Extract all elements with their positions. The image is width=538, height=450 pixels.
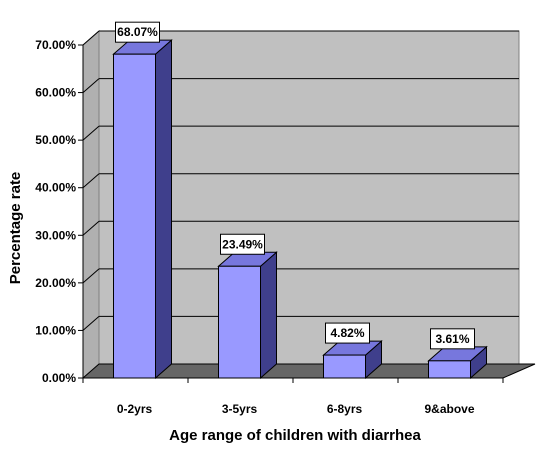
- gridline-side: [82, 220, 100, 236]
- y-tick-label: 70.00%: [35, 38, 76, 52]
- bar: [113, 53, 156, 379]
- x-axis-title: Age range of children with diarrhea: [169, 427, 421, 444]
- y-tick-label: 30.00%: [35, 228, 76, 242]
- bar-side: [260, 251, 277, 380]
- y-tick-label: 60.00%: [35, 86, 76, 100]
- gridline-side: [82, 78, 100, 93]
- data-label: 68.07%: [117, 25, 158, 39]
- data-label: 23.49%: [222, 237, 263, 251]
- data-label-box: [325, 322, 370, 344]
- bar: [428, 360, 471, 379]
- y-tick-label: 0.00%: [42, 371, 76, 385]
- data-label: 3.61%: [435, 332, 469, 346]
- bar: [218, 265, 261, 379]
- y-tick-label: 40.00%: [35, 181, 76, 195]
- bar-side: [155, 39, 172, 380]
- x-tick-label: 9&above: [424, 402, 474, 416]
- data-label-box: [115, 21, 160, 43]
- data-label: 4.82%: [330, 326, 364, 340]
- x-tick-label: 6-8yrs: [327, 402, 363, 416]
- y-tick-label: 20.00%: [35, 276, 76, 290]
- y-axis-title: Percentage rate: [7, 172, 24, 285]
- gridline-side: [82, 173, 100, 189]
- gridline-side: [82, 316, 100, 331]
- data-label-box: [220, 233, 265, 255]
- y-tick-label: 50.00%: [35, 133, 76, 147]
- gridline-side: [82, 125, 100, 141]
- gridline-side: [82, 30, 100, 46]
- x-tick-label: 0-2yrs: [117, 402, 153, 416]
- side-wall: [82, 29, 100, 380]
- gridline-side: [82, 268, 100, 284]
- data-label-box: [430, 328, 475, 350]
- x-tick-label: 3-5yrs: [222, 402, 258, 416]
- y-tick-label: 10.00%: [35, 323, 76, 337]
- bar: [323, 354, 366, 379]
